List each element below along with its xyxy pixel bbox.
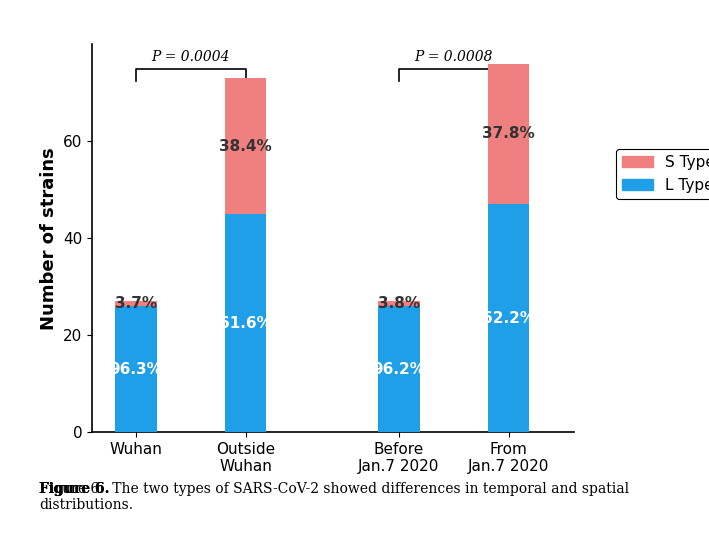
Text: 37.8%: 37.8% xyxy=(482,126,535,141)
Bar xyxy=(225,78,267,214)
Text: P = 0.0004: P = 0.0004 xyxy=(152,50,230,64)
Bar xyxy=(115,301,157,306)
Bar xyxy=(488,204,530,432)
Bar xyxy=(378,306,420,432)
Bar xyxy=(378,301,420,306)
Bar xyxy=(225,214,267,432)
Text: 96.2%: 96.2% xyxy=(372,362,425,377)
Legend: S Type, L Type: S Type, L Type xyxy=(616,149,709,199)
Text: Figure 6.: Figure 6. xyxy=(39,482,109,496)
Text: Figure 6.  The two types of SARS-CoV-2 showed differences in temporal and spatia: Figure 6. The two types of SARS-CoV-2 sh… xyxy=(39,482,629,512)
Text: 38.4%: 38.4% xyxy=(219,138,272,153)
Text: Figure 6.: Figure 6. xyxy=(39,482,109,496)
Text: P = 0.0008: P = 0.0008 xyxy=(415,50,493,64)
Bar xyxy=(115,306,157,432)
Text: 96.3%: 96.3% xyxy=(110,362,162,377)
Text: 3.8%: 3.8% xyxy=(378,296,420,311)
Text: 3.7%: 3.7% xyxy=(115,296,157,311)
Y-axis label: Number of strains: Number of strains xyxy=(40,147,57,330)
Text: 61.6%: 61.6% xyxy=(219,316,272,331)
Text: 62.2%: 62.2% xyxy=(482,311,535,326)
Text: Figure 6.  The two types of SARS-CoV-2 showed differences in temporal and spatia: Figure 6. The two types of SARS-CoV-2 sh… xyxy=(39,482,629,512)
Bar xyxy=(488,64,530,204)
